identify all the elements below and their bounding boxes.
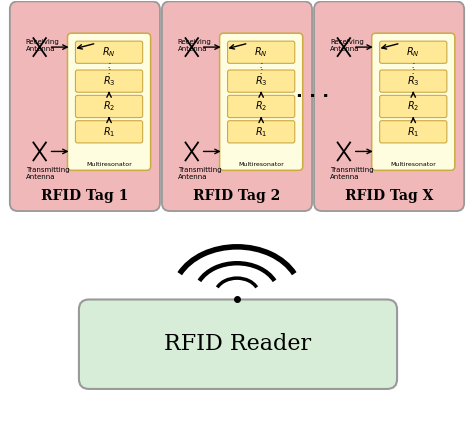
FancyBboxPatch shape [75, 41, 143, 64]
Text: Multiresonator: Multiresonator [391, 162, 436, 168]
Text: Multiresonator: Multiresonator [86, 162, 132, 168]
FancyBboxPatch shape [162, 1, 312, 211]
FancyBboxPatch shape [10, 1, 160, 211]
Text: $R_1$: $R_1$ [103, 125, 115, 139]
FancyBboxPatch shape [314, 1, 464, 211]
FancyBboxPatch shape [380, 121, 447, 143]
Text: · · ·: · · · [297, 87, 329, 105]
FancyBboxPatch shape [380, 95, 447, 118]
Text: $R_1$: $R_1$ [255, 125, 267, 139]
Text: RFID Tag 1: RFID Tag 1 [41, 189, 128, 203]
Text: Multiresonator: Multiresonator [238, 162, 284, 168]
Text: Transmitting
Antenna: Transmitting Antenna [26, 167, 69, 180]
Text: Receiving
Antenna: Receiving Antenna [178, 39, 211, 52]
Text: $R_2$: $R_2$ [103, 100, 115, 113]
FancyBboxPatch shape [75, 121, 143, 143]
FancyBboxPatch shape [228, 121, 295, 143]
FancyBboxPatch shape [79, 299, 397, 389]
Text: $R_2$: $R_2$ [407, 100, 419, 113]
Text: RFID Reader: RFID Reader [164, 333, 311, 355]
FancyBboxPatch shape [380, 70, 447, 92]
Text: $R_2$: $R_2$ [255, 100, 267, 113]
Text: $R_N$: $R_N$ [406, 45, 420, 59]
Text: $R_1$: $R_1$ [407, 125, 419, 139]
Text: :: : [108, 60, 111, 70]
FancyBboxPatch shape [372, 33, 455, 170]
Text: $R_N$: $R_N$ [102, 45, 116, 59]
FancyBboxPatch shape [75, 70, 143, 92]
FancyBboxPatch shape [219, 33, 303, 170]
Text: :: : [260, 66, 263, 76]
Text: :: : [260, 60, 263, 70]
FancyBboxPatch shape [228, 95, 295, 118]
Text: $R_3$: $R_3$ [255, 74, 267, 88]
FancyBboxPatch shape [380, 41, 447, 64]
Text: :: : [108, 66, 111, 76]
Text: :: : [411, 66, 415, 76]
Text: :: : [411, 60, 415, 70]
Text: RFID Tag X: RFID Tag X [345, 189, 433, 203]
Text: Receiving
Antenna: Receiving Antenna [26, 39, 60, 52]
Text: RFID Tag 2: RFID Tag 2 [193, 189, 281, 203]
Text: $R_N$: $R_N$ [255, 45, 268, 59]
FancyBboxPatch shape [228, 70, 295, 92]
Text: Transmitting
Antenna: Transmitting Antenna [330, 167, 374, 180]
FancyBboxPatch shape [228, 41, 295, 64]
FancyBboxPatch shape [75, 95, 143, 118]
Text: $R_3$: $R_3$ [407, 74, 419, 88]
Text: $R_3$: $R_3$ [103, 74, 115, 88]
Text: Receiving
Antenna: Receiving Antenna [330, 39, 364, 52]
Text: Transmitting
Antenna: Transmitting Antenna [178, 167, 221, 180]
FancyBboxPatch shape [67, 33, 151, 170]
